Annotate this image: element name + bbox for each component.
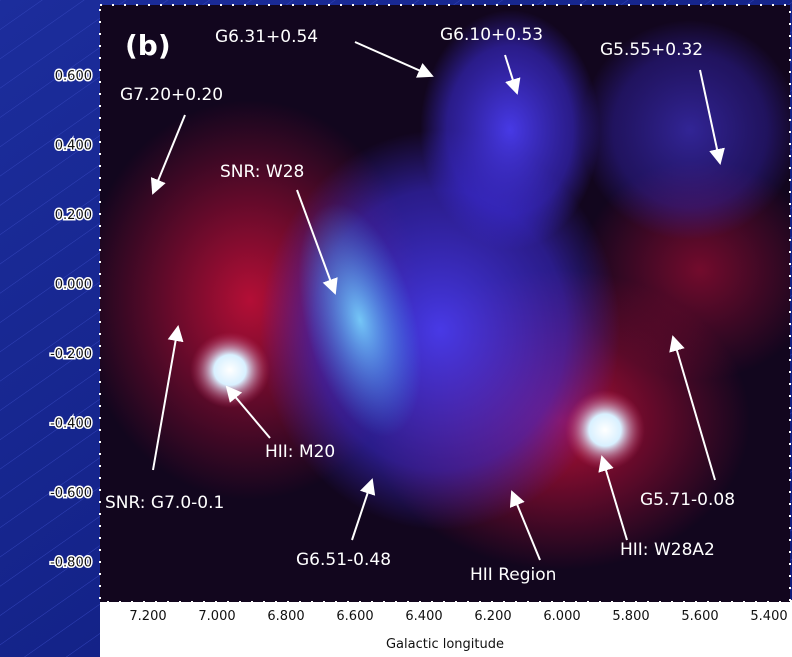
y-tick-label: -0.600	[50, 486, 92, 501]
x-tick-label: 6.000	[543, 609, 580, 624]
y-tick-label: 0.600	[55, 69, 92, 84]
y-tick-label: 0.000	[55, 278, 92, 293]
annotation-label: G6.10+0.53	[440, 25, 543, 45]
y-tick-label: -0.400	[50, 417, 92, 432]
annotation-label: G6.51-0.48	[296, 550, 391, 570]
annotation-label: G7.20+0.20	[120, 85, 223, 105]
x-tick-label: 7.000	[198, 609, 235, 624]
x-tick-label: 5.800	[612, 609, 649, 624]
y-tick-label: 0.200	[55, 208, 92, 223]
y-tick-label: 0.400	[55, 139, 92, 154]
x-axis-label: Galactic longitude	[386, 637, 504, 652]
x-tick-label: 6.200	[474, 609, 511, 624]
x-tick-label: 7.200	[129, 609, 166, 624]
annotation-label: HII: W28A2	[620, 540, 715, 560]
x-tick-label: 5.600	[681, 609, 718, 624]
annotation-label: G5.55+0.32	[600, 40, 703, 60]
x-tick-label: 6.800	[267, 609, 304, 624]
panel-label: (b)	[125, 29, 171, 62]
annotation-label: HII Region	[470, 565, 556, 585]
x-tick-label: 5.400	[750, 609, 787, 624]
x-tick-label: 6.400	[405, 609, 442, 624]
y-tick-label: -0.200	[50, 347, 92, 362]
x-tick-label: 6.600	[336, 609, 373, 624]
annotation-label: SNR: W28	[220, 162, 304, 182]
y-tick-label: -0.800	[50, 556, 92, 571]
annotation-label: G5.71-0.08	[640, 490, 735, 510]
annotation-label: HII: M20	[265, 442, 335, 462]
figure: (b) 0.600 0.400 0.200 0.000 -0.200 -0.400 -0.6…	[0, 0, 792, 657]
annotation-label: SNR: G7.0-0.1	[105, 493, 224, 513]
annotation-label: G6.31+0.54	[215, 27, 318, 47]
